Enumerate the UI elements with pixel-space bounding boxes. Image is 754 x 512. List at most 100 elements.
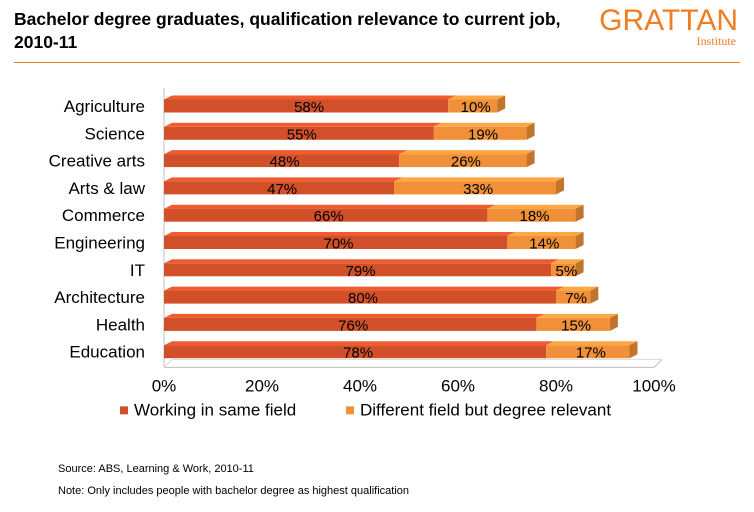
bar-end-face (556, 177, 564, 195)
bar-top-face (507, 232, 584, 236)
bar-top-face (433, 122, 535, 127)
bar-end-face (609, 313, 618, 331)
axis-floor (163, 358, 662, 368)
bar-degree-relevant: 26% (399, 150, 535, 171)
bar-top-face (164, 286, 564, 291)
bar-end-face (526, 122, 535, 140)
bar-top-face (399, 150, 535, 155)
data-label: 76% (338, 317, 368, 334)
bar-same-field: 76% (164, 313, 545, 334)
bar-top-face (164, 95, 457, 100)
x-axis-ticks: 0% 20% 40% 60% 80% 100% (152, 376, 676, 395)
bar-front-face (536, 317, 610, 331)
bar-same-field: 55% (164, 122, 442, 143)
legend-swatch-same-field (120, 406, 128, 415)
legend-label: Working in same field (134, 400, 296, 419)
data-label: 48% (270, 154, 300, 171)
bar-top-face (164, 177, 403, 182)
source-note: Source: ABS, Learning & Work, 2010-11 (58, 463, 254, 475)
data-label: 33% (463, 181, 493, 198)
category-label: Arts & law (68, 179, 145, 198)
bar-degree-relevant: 18% (487, 204, 584, 225)
bar-degree-relevant: 17% (546, 341, 638, 362)
bar-front-face (164, 181, 395, 195)
bar-front-face (487, 208, 576, 222)
category-label: Science (85, 124, 145, 143)
data-label: 17% (576, 345, 606, 362)
bar-top-face (164, 259, 560, 264)
chart-floor (163, 88, 663, 368)
category-label: Health (96, 315, 145, 334)
bar-top-face (164, 204, 496, 209)
bar-top-face (551, 259, 584, 264)
bar-front-face (164, 236, 507, 249)
bar-front-face (164, 208, 488, 222)
category-label: Engineering (54, 234, 145, 253)
bar-front-face (551, 263, 576, 277)
bar-front-face (164, 345, 547, 359)
chart-title: Bachelor degree graduates, qualification… (14, 9, 561, 52)
bar-top-face (164, 122, 442, 127)
bar-end-face (526, 150, 535, 168)
data-label: 78% (343, 345, 373, 362)
bar-top-face (546, 341, 638, 346)
bar-front-face (164, 263, 552, 277)
bar-top-face (487, 204, 584, 209)
bar-front-face (507, 236, 576, 249)
bar-end-face (575, 232, 584, 249)
category-label: Architecture (54, 288, 145, 307)
bar-front-face (399, 154, 527, 168)
data-label: 47% (267, 181, 297, 198)
bar-end-face (575, 259, 584, 277)
bar-same-field: 70% (164, 232, 515, 253)
bar-top-face (164, 232, 515, 236)
data-label: 26% (451, 154, 481, 171)
bar-end-face (575, 204, 584, 222)
bar-degree-relevant: 33% (394, 177, 564, 198)
x-tick-label: 40% (343, 376, 377, 395)
data-label: 70% (323, 236, 353, 253)
category-label: Creative arts (49, 152, 145, 171)
bar-same-field: 48% (164, 150, 408, 171)
axis-frame (163, 88, 663, 368)
bar-top-face (164, 341, 555, 346)
bar-same-field: 47% (164, 177, 403, 198)
data-label: 58% (294, 99, 324, 116)
logo-wordmark: GRATTAN (599, 4, 738, 37)
bar-front-face (556, 290, 591, 304)
bar-degree-relevant: 5% (551, 259, 584, 280)
bars-group: 58% 10% 55% 19% 48% 26% 47% 33% 66% 18% 70% 14% 79% 5… (164, 95, 638, 362)
bar-top-face (556, 286, 599, 291)
category-label: Agriculture (64, 97, 145, 116)
bar-front-face (164, 99, 449, 113)
bar-same-field: 80% (164, 286, 564, 307)
data-label: 18% (519, 208, 549, 225)
grattan-logo: GRATTAN Institute (598, 4, 738, 48)
x-tick-label: 80% (539, 376, 573, 395)
bar-same-field: 66% (164, 204, 496, 225)
logo-subtitle: Institute (696, 34, 736, 48)
data-label: 14% (529, 236, 559, 253)
bar-top-face (164, 150, 408, 155)
bar-front-face (164, 154, 400, 168)
data-label: 55% (287, 126, 317, 143)
bar-end-face (497, 95, 506, 113)
category-labels: Agriculture Science Creative arts Arts & la… (49, 97, 146, 362)
bar-degree-relevant: 7% (556, 286, 599, 307)
bar-top-face (448, 95, 506, 100)
data-label: 19% (468, 126, 498, 143)
bar-same-field: 78% (164, 341, 555, 362)
bar-front-face (546, 345, 630, 359)
bar-degree-relevant: 15% (536, 313, 618, 334)
bar-front-face (394, 181, 556, 195)
stacked-bar-chart: 58% 10% 55% 19% 48% 26% 47% 33% 66% 18% 70% 14% 79% 5… (49, 88, 676, 419)
bar-front-face (164, 317, 537, 331)
bar-front-face (448, 99, 498, 113)
bar-degree-relevant: 19% (433, 122, 535, 143)
data-label: 79% (346, 263, 376, 280)
data-label: 7% (565, 290, 587, 307)
x-tick-label: 0% (152, 376, 177, 395)
bar-end-face (629, 341, 638, 359)
category-label: Education (69, 343, 145, 362)
legend-swatch-degree-relevant (346, 406, 354, 415)
